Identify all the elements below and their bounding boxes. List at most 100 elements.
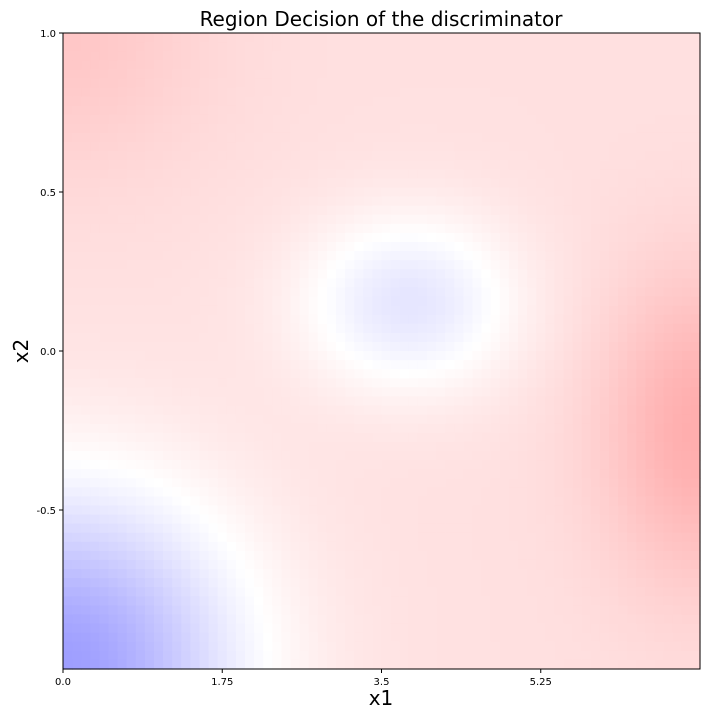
heatmap-cell xyxy=(518,78,528,89)
heatmap-cell xyxy=(354,596,364,606)
heatmap-cell xyxy=(609,650,619,661)
heatmap-cell xyxy=(363,160,373,170)
heatmap-cell xyxy=(336,369,346,379)
heatmap-cell xyxy=(281,142,292,152)
heatmap-cell xyxy=(108,60,119,70)
heatmap-cell xyxy=(399,296,410,307)
heatmap-cell xyxy=(63,169,73,179)
heatmap-cell xyxy=(290,623,301,634)
heatmap-cell xyxy=(654,478,665,488)
heatmap-cell xyxy=(408,187,419,198)
heatmap-cell xyxy=(144,196,155,207)
heatmap-cell xyxy=(636,550,646,561)
heatmap-cell xyxy=(499,423,510,434)
heatmap-cell xyxy=(563,650,574,661)
heatmap-cell xyxy=(681,450,692,461)
heatmap-cell xyxy=(572,260,583,270)
heatmap-cell xyxy=(481,532,492,543)
heatmap-cell xyxy=(108,441,119,452)
heatmap-cell xyxy=(508,596,519,606)
heatmap-cell xyxy=(317,578,328,588)
heatmap-cell xyxy=(126,523,137,534)
heatmap-cell xyxy=(163,596,173,606)
heatmap-cell xyxy=(354,559,364,570)
heatmap-cell xyxy=(654,369,665,379)
heatmap-cell xyxy=(372,559,383,570)
heatmap-cell xyxy=(618,251,628,261)
heatmap-cell xyxy=(663,269,674,279)
heatmap-cell xyxy=(117,460,128,470)
heatmap-cell xyxy=(217,33,228,43)
heatmap-cell xyxy=(363,559,373,570)
heatmap-cell xyxy=(645,414,656,425)
heatmap-cell xyxy=(554,450,565,461)
heatmap-cell xyxy=(408,450,419,461)
heatmap-cell xyxy=(527,232,537,243)
heatmap-cell xyxy=(445,60,455,70)
heatmap-cell xyxy=(63,387,73,398)
heatmap-cell xyxy=(518,659,528,670)
heatmap-cell xyxy=(381,87,392,98)
heatmap-cell xyxy=(527,632,537,643)
heatmap-cell xyxy=(545,523,555,534)
heatmap-cell xyxy=(372,87,383,98)
heatmap-cell xyxy=(427,623,437,634)
heatmap-cell xyxy=(463,387,474,398)
heatmap-cell xyxy=(408,142,419,152)
heatmap-cell xyxy=(263,187,273,198)
heatmap-cell xyxy=(408,96,419,107)
heatmap-cell xyxy=(199,396,210,407)
heatmap-cell xyxy=(427,341,437,352)
heatmap-cell xyxy=(354,460,364,470)
heatmap-cell xyxy=(536,205,546,216)
heatmap-cell xyxy=(81,596,91,606)
heatmap-cell xyxy=(599,96,610,107)
heatmap-cell xyxy=(172,505,182,516)
heatmap-cell xyxy=(518,51,528,61)
heatmap-cell xyxy=(609,305,619,316)
heatmap-cell xyxy=(217,578,228,588)
heatmap-cell xyxy=(508,432,519,443)
heatmap-cell xyxy=(645,650,656,661)
heatmap-cell xyxy=(554,51,565,61)
heatmap-cell xyxy=(417,360,428,370)
heatmap-cell xyxy=(299,341,310,352)
heatmap-cell xyxy=(581,641,592,652)
heatmap-cell xyxy=(226,169,237,179)
heatmap-cell xyxy=(281,523,292,534)
heatmap-cell xyxy=(499,51,510,61)
heatmap-cell xyxy=(317,478,328,488)
heatmap-cell xyxy=(463,132,474,143)
heatmap-cell xyxy=(90,351,100,361)
heatmap-cell xyxy=(208,160,219,170)
heatmap-cell xyxy=(499,214,510,225)
heatmap-cell xyxy=(354,42,364,52)
heatmap-cell xyxy=(108,514,119,525)
heatmap-cell xyxy=(290,169,301,179)
heatmap-cell xyxy=(508,360,519,370)
heatmap-cell xyxy=(609,514,619,525)
heatmap-cell xyxy=(590,60,601,70)
heatmap-cell xyxy=(90,241,100,252)
heatmap-cell xyxy=(536,96,546,107)
heatmap-cell xyxy=(463,205,474,216)
heatmap-cell xyxy=(445,205,455,216)
heatmap-cell xyxy=(345,78,355,89)
heatmap-cell xyxy=(490,414,501,425)
heatmap-cell xyxy=(181,414,191,425)
heatmap-cell xyxy=(427,632,437,643)
heatmap-cell xyxy=(654,169,665,179)
heatmap-cell xyxy=(681,69,692,80)
heatmap-cell xyxy=(690,487,701,497)
heatmap-cell xyxy=(336,205,346,216)
heatmap-cell xyxy=(445,132,455,143)
heatmap-cell xyxy=(408,423,419,434)
heatmap-cell xyxy=(135,532,146,543)
heatmap-cell xyxy=(463,541,474,552)
heatmap-cell xyxy=(399,432,410,443)
heatmap-cell xyxy=(317,659,328,670)
heatmap-cell xyxy=(144,278,155,288)
heatmap-cell xyxy=(381,405,392,416)
heatmap-cell xyxy=(654,378,665,388)
heatmap-cell xyxy=(144,387,155,398)
